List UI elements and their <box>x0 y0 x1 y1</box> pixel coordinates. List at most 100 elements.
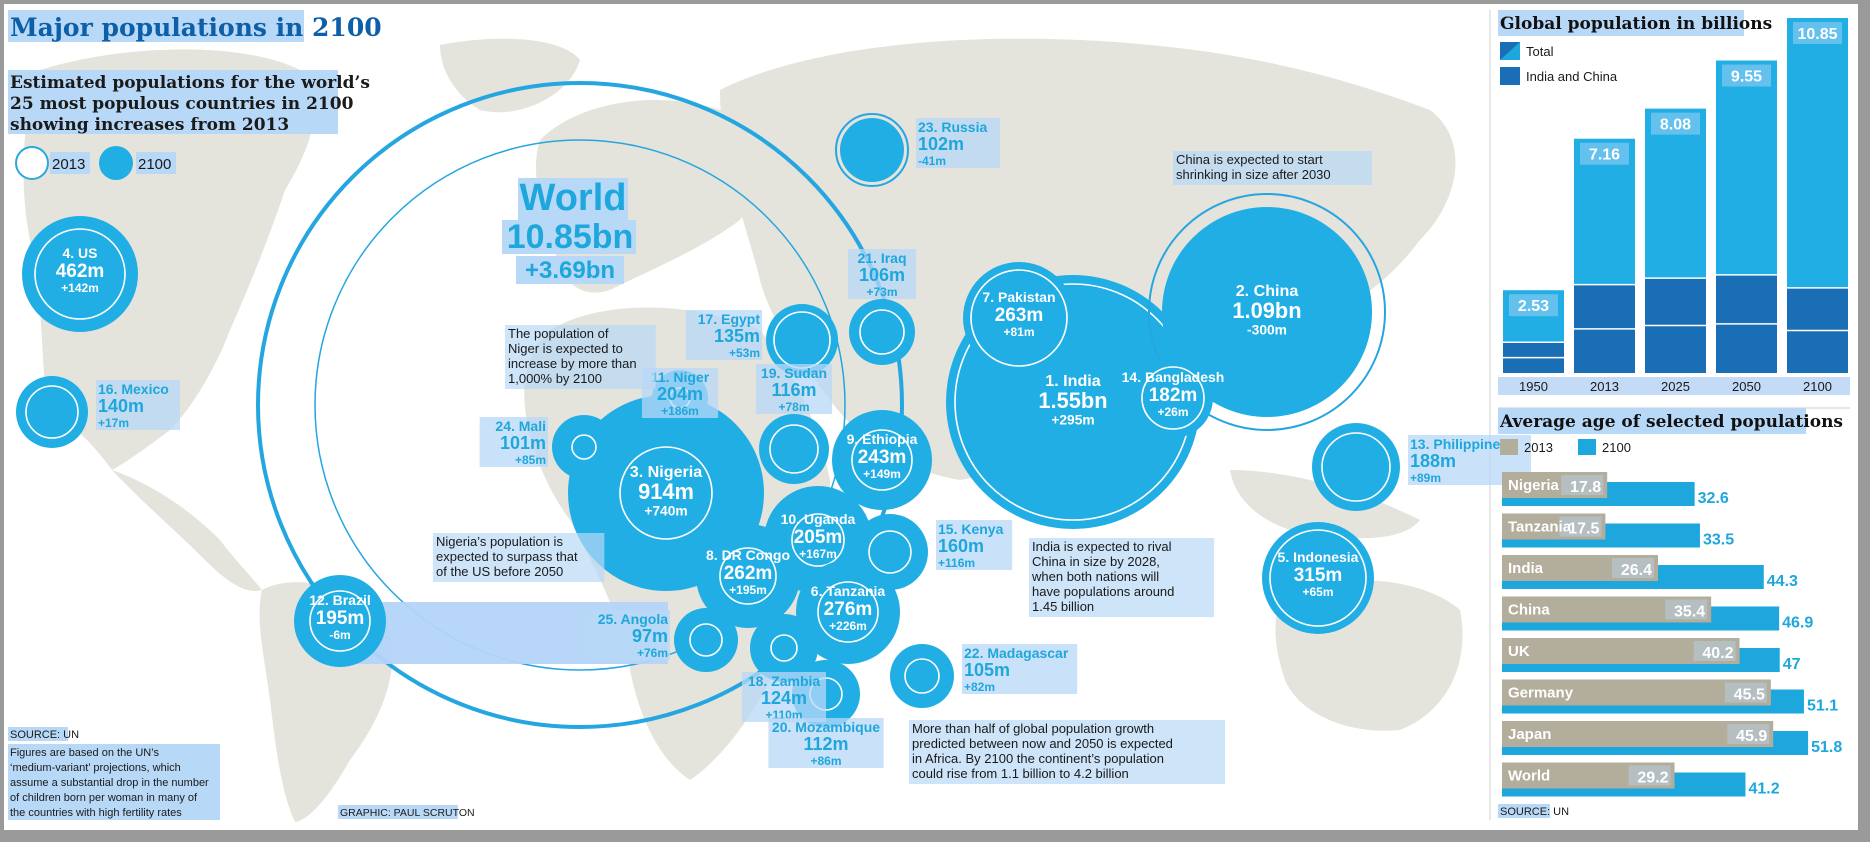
bar-total-label-2025: 8.08 <box>1660 117 1691 134</box>
age-value-highlight-world <box>1628 765 1671 786</box>
country-value-angola: 97m <box>632 626 668 646</box>
label-highlight-mozambique <box>768 718 884 768</box>
annotation-1-line-3: increase by more than <box>508 356 637 371</box>
world-value-highlight <box>502 220 636 254</box>
country-change-russia: -41m <box>918 154 946 168</box>
global-title-highlight <box>1498 10 1744 36</box>
annotation-5-line-4: could rise from 1.1 billion to 4.2 billi… <box>912 766 1129 781</box>
graphic-credit: GRAPHIC: PAUL SCRUTON <box>340 807 475 819</box>
bar-label-highlight-2100 <box>1793 22 1842 44</box>
subtitle-line-2: 25 most populous countries in 2100 <box>10 94 354 114</box>
country-name-philippines: 13. Philippines <box>1410 436 1508 452</box>
country-name-pakistan: 7. Pakistan <box>982 289 1055 305</box>
country-value-kenya: 160m <box>938 536 984 556</box>
footnote-line-2: ‘medium-variant’ projections, which <box>10 762 181 774</box>
world-bubble: World 10.85bn +3.69bn <box>256 81 904 729</box>
age-bar-2013-china <box>1502 596 1712 623</box>
ring-2013-iraq <box>859 309 905 355</box>
country-value-ethiopia: 243m <box>858 447 907 468</box>
source-highlight <box>8 727 68 741</box>
country-value-egypt: 135m <box>714 326 760 346</box>
bubble-2100-ethiopia <box>832 410 932 510</box>
age-title-highlight <box>1498 408 1806 434</box>
year-axis-band <box>1498 377 1850 395</box>
country-name-egypt: 17. Egypt <box>698 311 761 327</box>
footer: SOURCE: UN Figures are based on the UN’s… <box>8 727 475 820</box>
ring-2013-nigeria <box>619 446 713 540</box>
age-value-2100-world: 41.2 <box>1748 781 1779 798</box>
annotation-4-line-2: China in size by 2028, <box>1032 554 1160 569</box>
legend-2013-highlight <box>50 152 90 174</box>
bubble-2100-zambia <box>750 614 818 682</box>
country-name-dr-congo: 8. DR Congo <box>706 547 790 563</box>
bubble-2100-bangladesh <box>1133 358 1213 438</box>
population-bars: 2.53 7.16 8.08 9.55 10.85 <box>1503 18 1848 374</box>
country-name-mexico: 16. Mexico <box>98 381 169 397</box>
age-value-2013-nigeria: 17.8 <box>1570 479 1601 496</box>
country-name-bangladesh: 14. Bangladesh <box>1122 369 1225 385</box>
bubble-2100-dr-congo <box>696 524 800 628</box>
label-highlight-kenya <box>936 520 1013 570</box>
world-value: 10.85bn <box>507 218 634 256</box>
annotation-highlight <box>505 325 656 389</box>
country-value-mozambique: 112m <box>803 734 848 754</box>
country-change-china: -300m <box>1247 323 1287 338</box>
bubble-2100-china <box>1162 207 1372 417</box>
country-name-russia: 23. Russia <box>918 119 987 135</box>
country-name-indonesia: 5. Indonesia <box>1278 549 1359 565</box>
bar-total-label-1950: 2.53 <box>1518 298 1549 315</box>
annotation-4-line-3: when both nations will <box>1031 569 1159 584</box>
age-legend-2100-label: 2100 <box>1602 440 1631 455</box>
credit-highlight <box>338 805 458 819</box>
country-change-pakistan: +81m <box>1003 325 1034 339</box>
country-value-zambia: 124m <box>761 688 807 708</box>
age-value-2013-india: 26.4 <box>1621 562 1652 579</box>
country-value-philippines: 188m <box>1410 451 1456 471</box>
ring-2013-kenya <box>868 530 912 574</box>
bar-total-label-2013: 7.16 <box>1589 147 1620 164</box>
country-name-us: 4. US <box>62 245 97 261</box>
age-chart-title: Average age of selected populations <box>1499 412 1843 432</box>
age-value-highlight-germany <box>1724 682 1767 703</box>
country-change-us: +142m <box>61 281 99 295</box>
country-change-uganda: +167m <box>799 547 837 561</box>
age-bar-2013-india <box>1502 555 1658 581</box>
year-label-2100: 2100 <box>1803 379 1832 394</box>
country-change-nigeria: +740m <box>644 504 687 519</box>
land-north-america <box>23 49 316 471</box>
annotation-1-line-1: The population of <box>508 326 609 341</box>
country-name-brazil: 12. Brazil <box>309 592 370 608</box>
annotation-highlight <box>1029 538 1215 617</box>
ring-2013-russia <box>835 113 909 187</box>
country-value-us: 462m <box>56 261 105 282</box>
bar-label-highlight-2013 <box>1580 142 1629 165</box>
annotation-5-line-2: predicted between now and 2050 is expect… <box>912 736 1173 751</box>
ring-2013-mali <box>571 434 597 460</box>
country-change-iraq: +73m <box>866 285 897 299</box>
country-change-niger: +186m <box>661 404 699 418</box>
bubble-2100-iraq <box>849 299 915 365</box>
country-change-tanzania: +226m <box>829 619 867 633</box>
legend-2100-label: 2100 <box>138 156 171 173</box>
bubble-2100-mali <box>552 415 616 479</box>
source-label: SOURCE: UN <box>10 729 79 741</box>
country-name-china: 2. China <box>1236 282 1300 300</box>
country-value-iraq: 106m <box>859 265 905 285</box>
bubble-2100-russia <box>840 118 904 182</box>
country-value-nigeria: 914m <box>638 479 694 504</box>
annotation-highlight <box>909 720 1226 784</box>
year-label-2013: 2013 <box>1590 379 1619 394</box>
label-highlight-angola <box>586 610 670 660</box>
bar-total-label-2100: 10.85 <box>1797 26 1837 43</box>
annotation-4-line-1: India is expected to rival <box>1032 539 1172 554</box>
footnote-line-1: Figures are based on the UN’s <box>10 747 159 759</box>
annotation-2-line-2: expected to surpass that <box>436 549 578 564</box>
age-bar-2013-tanzania <box>1502 513 1606 540</box>
country-change-sudan: +78m <box>778 400 809 414</box>
ring-2013-zambia <box>770 634 798 662</box>
age-value-2100-germany: 51.1 <box>1807 698 1838 715</box>
country-name-tanzania: 6. Tanzania <box>811 583 886 599</box>
age-bar-2013-japan <box>1502 721 1774 747</box>
country-change-brazil: -6m <box>329 628 350 642</box>
